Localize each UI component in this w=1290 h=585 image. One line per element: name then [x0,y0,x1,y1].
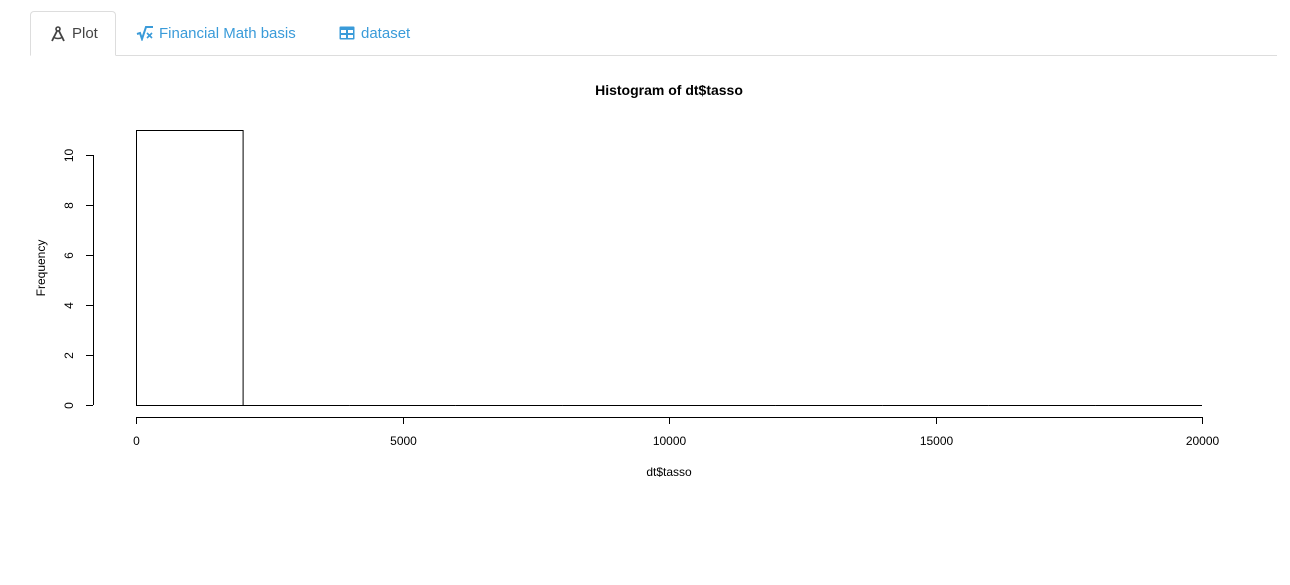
y-tick-label-1: 2 [62,352,76,359]
y-axis-label: Frequency [34,240,48,297]
tab-financial-math-basis[interactable]: Financial Math basis [136,11,296,55]
tab-dataset-label: dataset [361,24,411,42]
x-tick-label-1: 5000 [390,434,417,448]
histogram-bars [136,130,1202,406]
tab-plot-label: Plot [72,25,98,42]
tab-dataset[interactable]: dataset [338,11,410,55]
y-tick-label-4: 8 [62,202,76,209]
histogram-bar-0 [136,130,244,406]
y-tick-label-0: 0 [62,402,76,409]
y-tick-label-2: 4 [62,302,76,309]
chart-title: Histogram of dt$tasso [595,82,743,98]
tab-bar: Plot Financial Math basis dataset [30,11,1277,56]
y-axis: 0 2 4 6 8 10 [62,149,94,409]
x-axis: 0 5000 10000 15000 20000 [133,417,1220,448]
x-axis-label: dt$tasso [646,465,692,479]
x-tick-label-3: 15000 [920,434,954,448]
table-icon [338,24,356,42]
tab-plot[interactable]: Plot [30,11,116,56]
x-tick-label-4: 20000 [1186,434,1220,448]
x-tick-label-2: 10000 [653,434,687,448]
y-tick-label-5: 10 [62,149,76,163]
x-tick-label-0: 0 [133,434,140,448]
drafting-compass-icon [49,25,67,43]
tab-financial-math-basis-label: Financial Math basis [159,24,296,42]
y-tick-label-3: 6 [62,252,76,259]
square-root-icon [136,24,154,42]
